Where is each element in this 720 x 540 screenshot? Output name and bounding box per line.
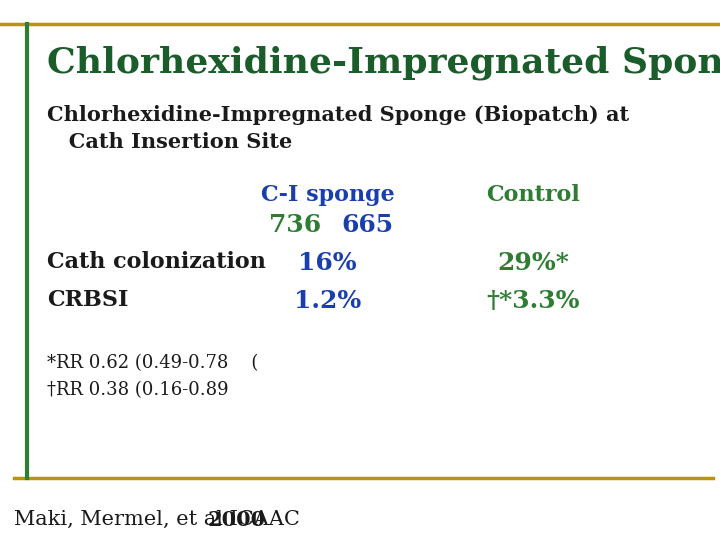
Text: CRBSI: CRBSI: [47, 289, 128, 311]
Text: †*3.3%: †*3.3%: [486, 289, 580, 313]
Text: 2000: 2000: [207, 510, 266, 530]
Text: Chlorhexidine-Impregnated Sponge (Biopatch) at: Chlorhexidine-Impregnated Sponge (Biopat…: [47, 105, 629, 125]
Text: 1.2%: 1.2%: [294, 289, 361, 313]
Text: C-I sponge: C-I sponge: [261, 184, 395, 206]
Text: Chlorhexidine-Impregnated Sponge: Chlorhexidine-Impregnated Sponge: [47, 46, 720, 80]
Text: 736: 736: [269, 213, 321, 237]
Text: 16%: 16%: [298, 251, 357, 275]
Text: †RR 0.38 (0.16-0.89: †RR 0.38 (0.16-0.89: [47, 381, 228, 399]
Text: *RR 0.62 (0.49-0.78    (: *RR 0.62 (0.49-0.78 (: [47, 354, 258, 372]
Text: Cath Insertion Site: Cath Insertion Site: [47, 132, 292, 152]
Text: Maki, Mermel, et al ICAAC: Maki, Mermel, et al ICAAC: [14, 510, 307, 529]
Text: Control: Control: [486, 184, 580, 206]
Text: Cath colonization: Cath colonization: [47, 251, 266, 273]
Text: 665: 665: [341, 213, 393, 237]
Text: 29%*: 29%*: [497, 251, 569, 275]
